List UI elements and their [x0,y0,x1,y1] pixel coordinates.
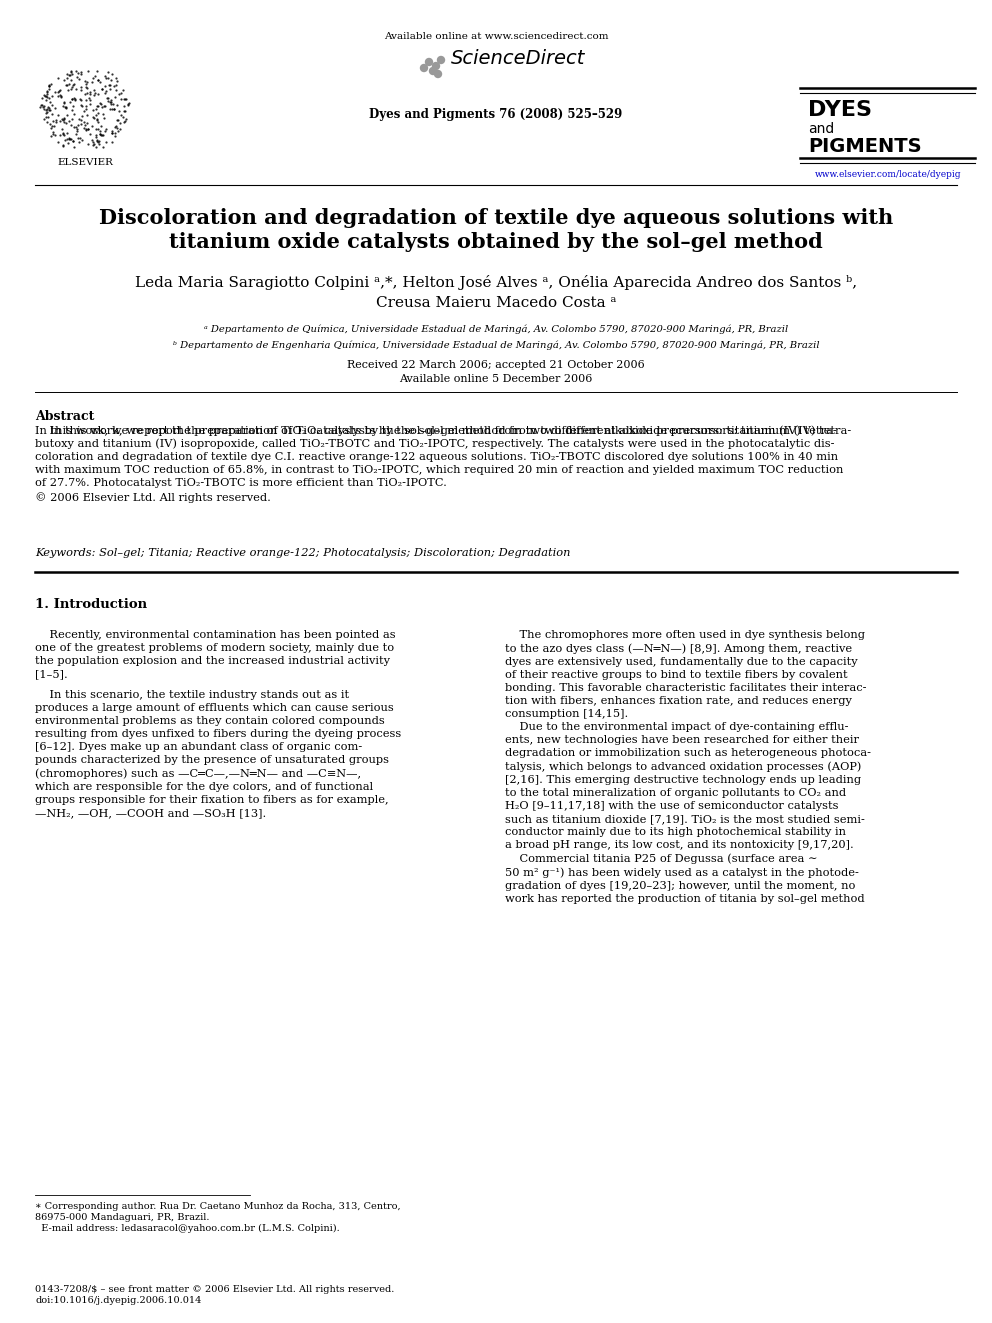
Text: 0143-7208/$ – see front matter © 2006 Elsevier Ltd. All rights reserved.: 0143-7208/$ – see front matter © 2006 El… [35,1285,395,1294]
Text: Abstract: Abstract [35,410,94,423]
Text: 86975-000 Mandaguari, PR, Brazil.: 86975-000 Mandaguari, PR, Brazil. [35,1213,209,1222]
Circle shape [430,67,436,74]
Circle shape [437,57,444,64]
Text: ScienceDirect: ScienceDirect [451,49,585,67]
Bar [30,56,140,155]
Text: Dyes and Pigments 76 (2008) 525–529: Dyes and Pigments 76 (2008) 525–529 [369,108,623,120]
Text: ∗ Corresponding author. Rua Dr. Caetano Munhoz da Rocha, 313, Centro,: ∗ Corresponding author. Rua Dr. Caetano … [35,1203,401,1211]
Text: www.elsevier.com/locate/dyepig: www.elsevier.com/locate/dyepig [814,169,961,179]
Text: Keywords: Sol–gel; Titania; Reactive orange-122; Photocatalysis; Discoloration; : Keywords: Sol–gel; Titania; Reactive ora… [35,548,570,558]
Text: Creusa Maieru Macedo Costa ᵃ: Creusa Maieru Macedo Costa ᵃ [376,296,616,310]
Text: Received 22 March 2006; accepted 21 October 2006: Received 22 March 2006; accepted 21 Octo… [347,360,645,370]
Text: ᵇ Departamento de Engenharia Química, Universidade Estadual de Maringá, Av. Colo: ᵇ Departamento de Engenharia Química, Un… [173,340,819,349]
Circle shape [433,62,439,70]
Text: titanium oxide catalysts obtained by the sol–gel method: titanium oxide catalysts obtained by the… [169,232,823,251]
Text: In this work, we report the preparation of TiO₂ catalysts by the sol–gel method : In this work, we report the preparation … [35,425,843,503]
Text: and: and [808,122,834,136]
Text: ELSEVIER: ELSEVIER [58,157,113,167]
Text: Available online 5 December 2006: Available online 5 December 2006 [400,374,592,384]
Text: doi:10.1016/j.dyepig.2006.10.014: doi:10.1016/j.dyepig.2006.10.014 [35,1297,201,1304]
Text: In this scenario, the textile industry stands out as it
produces a large amount : In this scenario, the textile industry s… [35,691,401,818]
Text: Leda Maria Saragiotto Colpini ᵃ,*, Helton José Alves ᵃ, Onélia Aparecida Andreo : Leda Maria Saragiotto Colpini ᵃ,*, Helto… [135,275,857,290]
Text: DYES: DYES [808,101,872,120]
Text: Recently, environmental contamination has been pointed as
one of the greatest pr: Recently, environmental contamination ha… [35,630,396,679]
Text: The chromophores more often used in dye synthesis belong
to the azo dyes class (: The chromophores more often used in dye … [505,630,871,904]
Circle shape [421,65,428,71]
Text: PIGMENTS: PIGMENTS [808,138,922,156]
Text: Available online at www.sciencedirect.com: Available online at www.sciencedirect.co… [384,32,608,41]
Circle shape [434,70,441,78]
Circle shape [426,58,433,66]
Text: In this work, we report the preparation of TiO₂ catalysts by the sol–gel method : In this work, we report the preparation … [35,425,851,435]
Text: E-mail address: ledasaracol@yahoo.com.br (L.M.S. Colpini).: E-mail address: ledasaracol@yahoo.com.br… [35,1224,339,1233]
Text: Discoloration and degradation of textile dye aqueous solutions with: Discoloration and degradation of textile… [99,208,893,228]
Text: ᵃ Departamento de Química, Universidade Estadual de Maringá, Av. Colombo 5790, 8: ᵃ Departamento de Química, Universidade … [204,325,788,335]
Text: 1. Introduction: 1. Introduction [35,598,147,611]
